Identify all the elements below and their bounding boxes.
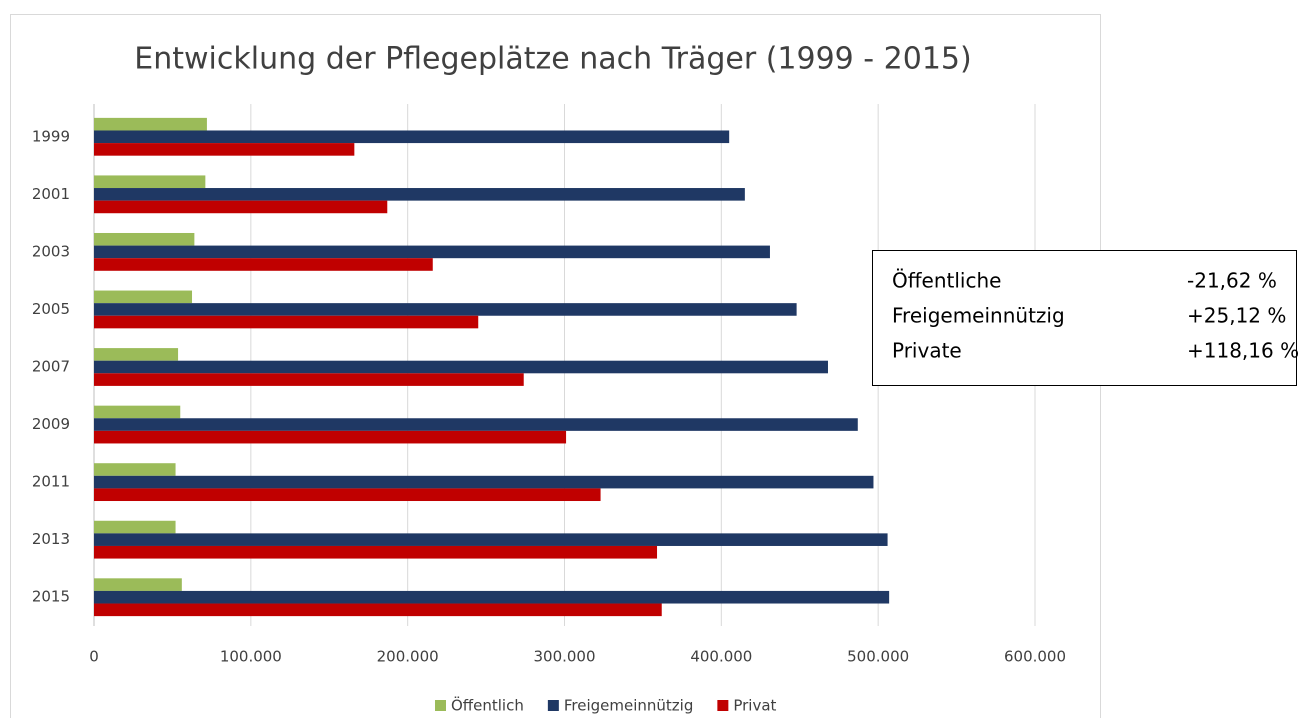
- bar: [94, 360, 828, 374]
- bar: [94, 488, 601, 502]
- bar: [94, 520, 176, 534]
- legend-swatch: [717, 700, 729, 711]
- bar: [94, 188, 745, 201]
- bar: [94, 603, 662, 617]
- chart-title: Entwicklung der Pflegeplätze nach Träger…: [134, 42, 971, 77]
- bar: [94, 475, 874, 489]
- bar: [94, 418, 858, 431]
- bar: [94, 245, 770, 259]
- bar: [94, 232, 195, 246]
- y-tick-label: 2013: [32, 530, 70, 548]
- legend-swatch: [547, 700, 559, 711]
- y-tick-label: 2009: [32, 415, 70, 433]
- bar: [94, 348, 179, 361]
- y-tick-label: 2005: [32, 300, 70, 318]
- bar: [94, 290, 193, 304]
- x-tick-label: 100.000: [220, 648, 282, 666]
- y-tick-label: 2015: [32, 588, 70, 606]
- y-tick-label: 2001: [32, 185, 70, 203]
- x-tick-label: 300.000: [533, 648, 595, 666]
- bar: [94, 117, 207, 131]
- annotation-label: Öffentliche: [892, 269, 1001, 293]
- bar: [94, 545, 658, 559]
- annotation-value: -21,62 %: [1187, 269, 1277, 293]
- bar: [94, 533, 888, 546]
- bar: [94, 258, 433, 271]
- y-tick-label: 2011: [32, 473, 70, 491]
- x-tick-label: 400.000: [690, 648, 752, 666]
- bar: [94, 405, 181, 419]
- legend-label: Öffentlich: [451, 696, 524, 715]
- bar: [94, 463, 176, 476]
- x-tick-label: 200.000: [377, 648, 439, 666]
- annotation-label: Private: [892, 339, 962, 363]
- y-tick-label: 2003: [32, 242, 70, 260]
- bar: [94, 143, 355, 156]
- annotation-value: +25,12 %: [1187, 304, 1286, 328]
- legend-swatch: [435, 700, 446, 711]
- bar: [94, 578, 182, 591]
- bar: [94, 175, 206, 189]
- bar: [94, 200, 388, 214]
- bar: [94, 590, 890, 604]
- annotation-label: Freigemeinnützig: [892, 304, 1065, 328]
- x-tick-label: 600.000: [1004, 648, 1066, 666]
- x-tick-label: 500.000: [847, 648, 909, 666]
- bar: [94, 303, 797, 316]
- y-tick-label: 2007: [32, 358, 70, 376]
- bar: [94, 430, 567, 444]
- bar: [94, 130, 730, 144]
- bar: [94, 373, 524, 386]
- bar: [94, 315, 479, 329]
- legend-label: Privat: [733, 697, 776, 715]
- annotation-value: +118,16 %: [1187, 339, 1298, 363]
- y-tick-label: 1999: [32, 127, 70, 145]
- legend-label: Freigemeinnützig: [564, 697, 694, 715]
- x-tick-label: 0: [89, 648, 99, 666]
- annotation-box: [872, 250, 1297, 386]
